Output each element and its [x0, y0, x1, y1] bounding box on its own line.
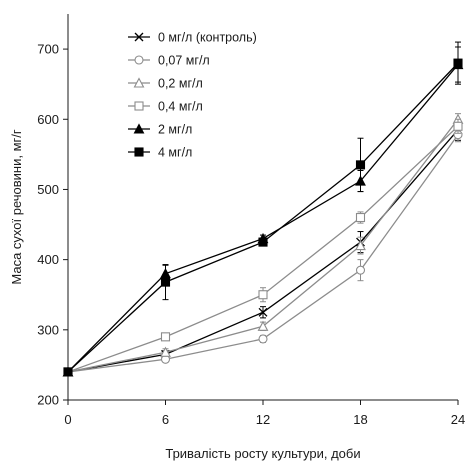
- data-point: [133, 77, 145, 88]
- y-tick-label: 500: [37, 182, 59, 197]
- legend-label: 2 мг/л: [158, 123, 192, 137]
- legend-item: 0,07 мг/л: [128, 54, 210, 68]
- data-point: [134, 55, 144, 65]
- series-5: [63, 41, 463, 377]
- y-tick-label: 200: [37, 393, 59, 408]
- legend-item: 0 мг/л (контроль): [128, 31, 257, 45]
- legend-label: 0 мг/л (контроль): [158, 31, 257, 45]
- legend-label: 0,2 мг/л: [158, 77, 203, 91]
- data-point: [134, 32, 144, 42]
- data-point: [355, 160, 366, 170]
- x-tick-label: 24: [451, 412, 465, 427]
- x-tick-label: 6: [162, 412, 169, 427]
- y-tick-label: 300: [37, 322, 59, 337]
- legend: 0 мг/л (контроль) 0,07 мг/л 0,2 мг/л 0,4 мг…: [128, 31, 257, 160]
- data-point: [258, 290, 268, 300]
- legend-label: 0,07 мг/л: [158, 54, 210, 68]
- legend-item: 2 мг/л: [128, 123, 192, 137]
- data-point: [355, 265, 366, 275]
- data-point: [453, 121, 463, 131]
- data-point: [63, 367, 73, 377]
- legend-item: 0,4 мг/л: [128, 100, 203, 114]
- data-point: [160, 332, 171, 342]
- data-point: [257, 320, 269, 331]
- legend-item: 0,2 мг/л: [128, 77, 203, 91]
- data-point: [134, 147, 144, 157]
- ticks: 200 300 400 500 600 700 0 6 12 18 24: [37, 42, 465, 427]
- x-tick-label: 18: [353, 412, 367, 427]
- series-1: [63, 127, 463, 377]
- x-marker-stroke: [258, 307, 268, 317]
- legend-item: 4 мг/л: [128, 146, 192, 160]
- data-point: [134, 101, 144, 111]
- y-tick-label: 600: [37, 112, 59, 127]
- data-point: [160, 346, 171, 357]
- series-layer: [62, 41, 464, 377]
- x-marker-stroke: [134, 32, 144, 42]
- x-axis-title: Тривалість росту культури, доби: [165, 446, 360, 461]
- data-point: [355, 239, 366, 251]
- data-point: [355, 212, 366, 223]
- y-axis-title: Маса сухої речовини, мг/г: [9, 129, 24, 285]
- data-point: [258, 237, 268, 247]
- data-point: [258, 334, 268, 344]
- data-point: [160, 277, 171, 287]
- data-point: [133, 123, 145, 134]
- x-tick-label: 0: [64, 412, 71, 427]
- legend-label: 4 мг/л: [158, 146, 192, 160]
- y-tick-label: 700: [37, 42, 59, 57]
- data-point: [258, 307, 268, 317]
- legend-label: 0,4 мг/л: [158, 100, 203, 114]
- x-tick-label: 12: [256, 412, 270, 427]
- y-tick-label: 400: [37, 252, 59, 267]
- data-point: [453, 58, 463, 68]
